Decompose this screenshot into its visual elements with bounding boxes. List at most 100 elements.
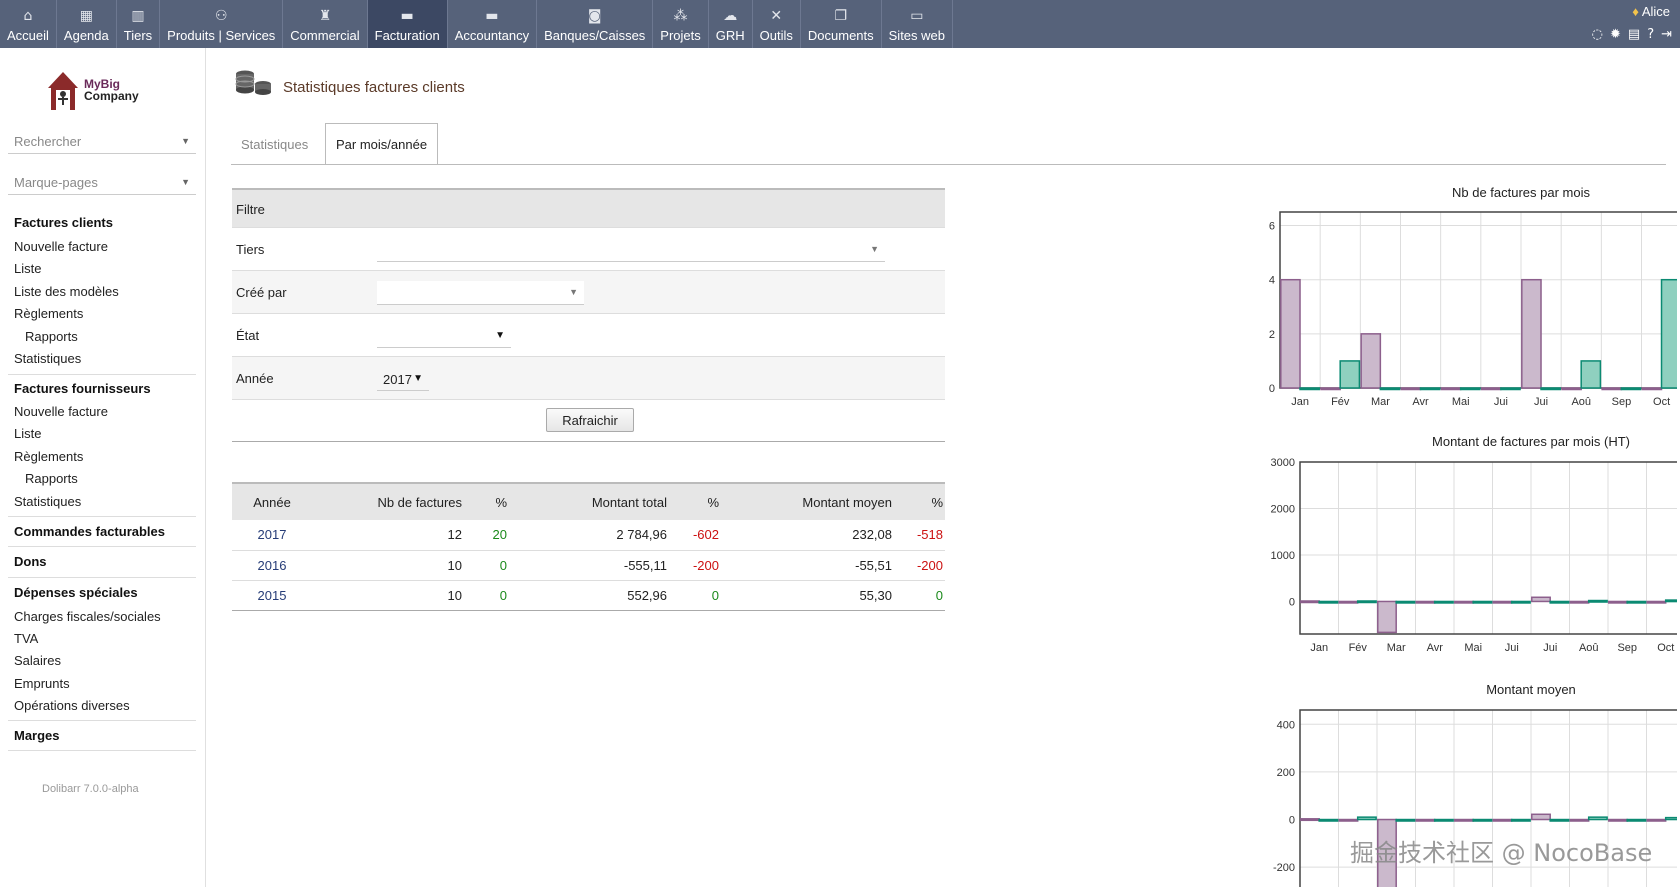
sidebar-item[interactable]: Statistiques — [14, 351, 82, 366]
table-row: 2015 10 0 552,96 0 55,30 0 — [232, 580, 945, 611]
sidebar-item[interactable]: Liste — [14, 261, 42, 276]
sidebar-item[interactable]: Rapports — [25, 471, 78, 486]
year-link[interactable]: 2017 — [232, 520, 312, 551]
nb-value: 10 — [312, 550, 462, 581]
user-login[interactable]: ♦ Alice — [1632, 4, 1670, 19]
sidebar-item[interactable]: Règlements — [14, 449, 84, 464]
y-tick-label: 6 — [1269, 221, 1275, 233]
menu-item-websites[interactable]: ▭ Sites web — [882, 0, 954, 48]
bar-2017 — [1459, 387, 1481, 391]
sidebar-item[interactable]: Liste des modèles — [14, 284, 119, 299]
bank-icon: ◙ — [587, 8, 602, 24]
sidebar-item[interactable]: Opérations diverses — [14, 698, 130, 713]
bar-2017 — [1419, 387, 1441, 391]
menu-item-agenda[interactable]: ▦ Agenda — [57, 0, 117, 48]
sidebar-section-title[interactable]: Dons — [14, 554, 47, 569]
bookmarks-select[interactable]: Marque-pages ▼ — [8, 169, 196, 195]
bar-2016 — [1454, 818, 1474, 822]
menu-item-tiers[interactable]: ▥ Tiers — [117, 0, 161, 48]
tab-statistiques[interactable]: Statistiques — [241, 136, 309, 152]
year-label: Année — [236, 371, 274, 386]
filter-row-createdby: Créé par ▼ — [232, 271, 945, 314]
createdby-label: Créé par — [236, 285, 287, 300]
year-select[interactable]: 2017 ▼ — [377, 367, 429, 391]
user-icon: ♦ — [1632, 4, 1639, 19]
sidebar-item[interactable]: Salaires — [14, 653, 61, 668]
nb-pct-value: 0 — [462, 550, 517, 581]
state-select[interactable]: ▼ — [377, 324, 511, 348]
bar-2017 — [1433, 600, 1454, 604]
logout-icon[interactable]: ⇥ — [1661, 27, 1672, 42]
bug-icon[interactable]: ✹ — [1609, 27, 1621, 42]
sidebar-item[interactable]: Statistiques — [14, 494, 82, 509]
menu-item-projects[interactable]: ⁂ Projets — [653, 0, 709, 48]
bar-2017 — [1664, 599, 1677, 603]
menu-item-products[interactable]: ⚇ Produits | Services — [160, 0, 284, 48]
tab-par-mois-annee[interactable]: Par mois/année — [325, 123, 439, 165]
refresh-button[interactable]: Rafraichir — [546, 408, 634, 432]
avg-pct-value: -518 — [892, 520, 945, 551]
y-tick-label: -200 — [1273, 862, 1295, 874]
y-tick-label: 0 — [1289, 815, 1295, 827]
sidebar-section-title[interactable]: Dépenses spéciales — [14, 585, 138, 600]
chart-title: Montant de factures par mois (HT) — [1432, 434, 1630, 449]
menu-item-commercial[interactable]: ♜ Commercial — [283, 0, 368, 48]
x-tick-label: Jan — [1310, 642, 1328, 654]
sidebar-section-title[interactable]: Factures clients — [14, 215, 113, 230]
menu-item-bank[interactable]: ◙ Banques/Caisses — [537, 0, 654, 48]
bar-2017 — [1660, 278, 1677, 389]
bar-2016 — [1360, 333, 1382, 389]
year-link[interactable]: 2015 — [232, 580, 312, 611]
sidebar-section-title[interactable]: Factures fournisseurs — [14, 381, 151, 396]
bar-2017 — [1540, 387, 1561, 391]
x-tick-label: Fév — [1349, 642, 1368, 654]
chevron-down-icon: ▼ — [569, 287, 578, 297]
projects-icon: ⁂ — [673, 8, 688, 24]
nb-value: 10 — [312, 580, 462, 611]
sidebar-item[interactable]: Règlements — [14, 306, 84, 321]
table-row: 2017 12 20 2 784,96 -602 232,08 -518 — [232, 520, 945, 551]
agenda-icon: ▦ — [79, 8, 93, 24]
chat-icon[interactable]: ◌ — [1591, 27, 1603, 42]
print-icon[interactable]: ▤ — [1627, 27, 1641, 42]
bar-2017 — [1626, 818, 1647, 822]
sidebar-item[interactable]: Nouvelle facture — [14, 404, 108, 419]
bar-2017 — [1472, 818, 1493, 822]
sidebar-item[interactable]: Rapports — [25, 329, 78, 344]
bar-2016 — [1440, 387, 1462, 391]
sidebar-item[interactable]: Nouvelle facture — [14, 239, 108, 254]
year-link[interactable]: 2016 — [232, 550, 312, 581]
sidebar-item[interactable]: Charges fiscales/sociales — [14, 609, 161, 624]
tiers-select[interactable]: ▼ — [377, 238, 885, 262]
page-title: Statistiques factures clients — [283, 79, 465, 96]
bar-2016 — [1646, 600, 1667, 604]
x-tick-label: Aoû — [1571, 396, 1591, 408]
menu-item-home[interactable]: ⌂ Accueil — [0, 0, 57, 48]
bar-2017 — [1299, 387, 1320, 391]
sidebar-item[interactable]: TVA — [14, 631, 39, 646]
sidebar-section-title[interactable]: Commandes facturables — [14, 524, 165, 539]
menu-item-hrm[interactable]: ☁ GRH — [709, 0, 753, 48]
menu-item-tools[interactable]: ✕ Outils — [753, 0, 801, 48]
help-icon[interactable]: ? — [1647, 27, 1655, 42]
menu-item-billing[interactable]: ▬ Facturation — [367, 0, 448, 48]
avg-value: 55,30 — [727, 580, 892, 611]
createdby-select[interactable]: ▼ — [377, 281, 584, 305]
bar-2017 — [1620, 387, 1642, 391]
menu-item-documents[interactable]: ❐ Documents — [801, 0, 882, 48]
total-pct-value: -200 — [667, 550, 727, 581]
bar-2016 — [1300, 600, 1320, 604]
sidebar-item[interactable]: Liste — [14, 426, 42, 441]
bar-2017 — [1500, 387, 1521, 391]
x-tick-label: Oct — [1657, 642, 1674, 654]
sidebar-section-title[interactable]: Marges — [14, 728, 60, 743]
x-tick-label: Avr — [1412, 396, 1429, 408]
col-total: Montant total — [517, 482, 667, 520]
menu-item-label: Agenda — [63, 28, 109, 43]
sidebar-item[interactable]: Emprunts — [14, 676, 70, 691]
col-avg-pct: % — [892, 482, 945, 520]
filter-row-tiers: Tiers ▼ — [232, 228, 945, 271]
search-select[interactable]: Rechercher ▼ — [8, 128, 196, 154]
version-label: Dolibarr 7.0.0-alpha — [42, 783, 139, 795]
menu-item-accountancy[interactable]: ▬ Accountancy — [448, 0, 538, 48]
